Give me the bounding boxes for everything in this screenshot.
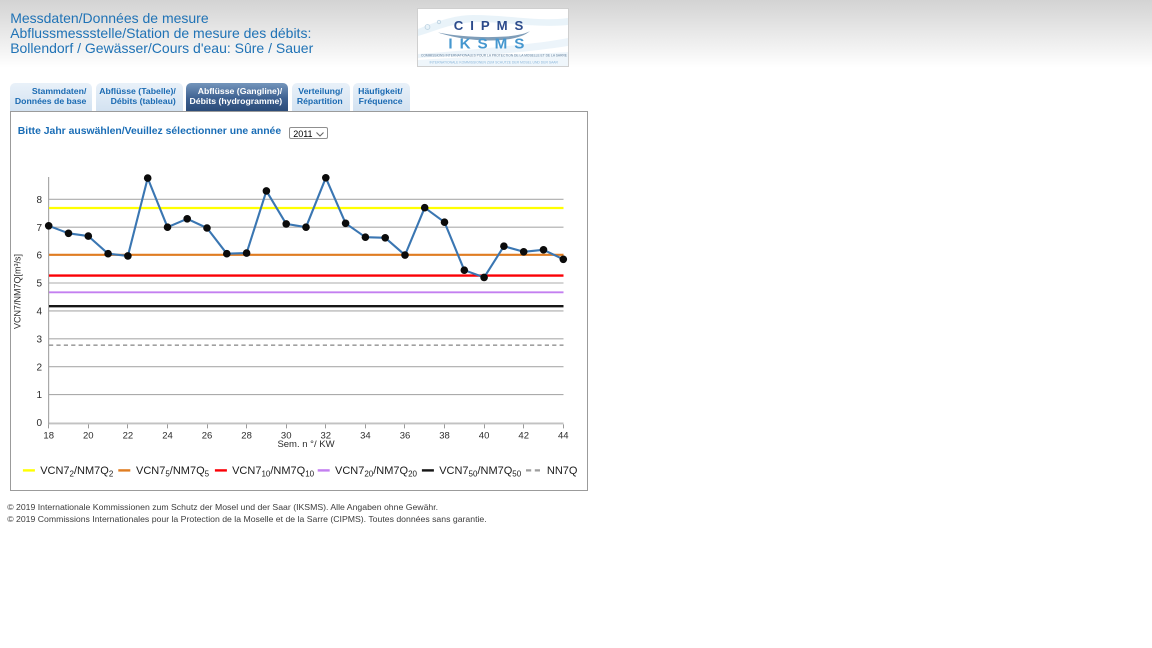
svg-text:VCN7/NM7Q[m³/s]: VCN7/NM7Q[m³/s] [12, 254, 22, 329]
svg-text:INTERNATIONALE KOMMISSIONEN ZU: INTERNATIONALE KOMMISSIONEN ZUM SCHUTZE … [430, 60, 559, 64]
svg-text:1: 1 [36, 390, 42, 401]
svg-text:6: 6 [36, 251, 42, 262]
svg-text:26: 26 [202, 430, 213, 441]
svg-text:0: 0 [36, 418, 42, 429]
svg-text:NN7Q: NN7Q [547, 465, 578, 477]
svg-text:7: 7 [36, 223, 42, 234]
svg-text:40: 40 [479, 430, 490, 441]
svg-text:28: 28 [241, 430, 252, 441]
svg-text:IKSMS: IKSMS [448, 35, 524, 52]
svg-text:20: 20 [83, 430, 94, 441]
svg-text:44: 44 [558, 430, 569, 441]
svg-text:32: 32 [321, 430, 332, 441]
svg-text:VCN720​/NM7Q20​: VCN720​/NM7Q20​ [335, 465, 418, 479]
svg-text:22: 22 [123, 430, 134, 441]
svg-text:CIPMS: CIPMS [454, 18, 524, 33]
svg-text:VCN710​/NM7Q10​: VCN710​/NM7Q10​ [232, 465, 315, 479]
svg-text:36: 36 [400, 430, 411, 441]
svg-text:42: 42 [518, 430, 529, 441]
svg-text:VCN75​/NM7Q5​: VCN75​/NM7Q5​ [136, 465, 210, 479]
svg-text:18: 18 [43, 430, 54, 441]
svg-text:VCN750​/NM7Q50​: VCN750​/NM7Q50​ [439, 465, 522, 479]
svg-text:3: 3 [36, 334, 42, 345]
svg-text:4: 4 [36, 307, 42, 318]
svg-text:34: 34 [360, 430, 371, 441]
svg-text:30: 30 [281, 430, 292, 441]
svg-text:COMMISSIONS INTERNATIONALES PO: COMMISSIONS INTERNATIONALES POUR LA PROT… [421, 54, 567, 58]
svg-text:2: 2 [36, 362, 42, 373]
svg-text:38: 38 [439, 430, 450, 441]
svg-text:5: 5 [36, 279, 42, 290]
svg-text:24: 24 [162, 430, 173, 441]
svg-text:Sem. n °/ KW: Sem. n °/ KW [277, 439, 334, 450]
svg-text:8: 8 [36, 195, 42, 206]
svg-text:VCN72​/NM7Q2​: VCN72​/NM7Q2​ [40, 465, 114, 479]
